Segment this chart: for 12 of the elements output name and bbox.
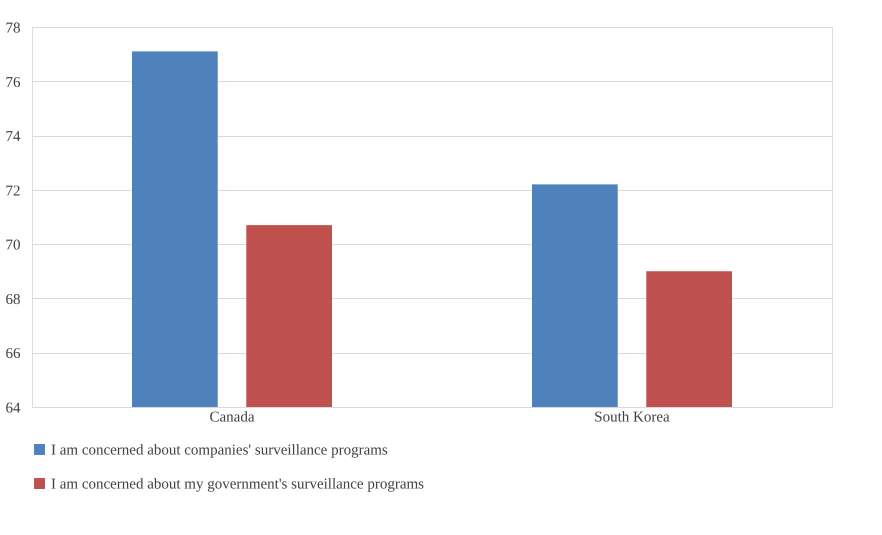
x-tick-label: Canada (210, 410, 255, 426)
y-tick-label: 76 (6, 74, 21, 91)
y-tick-label: 66 (6, 346, 21, 362)
y-tick-label: 74 (6, 129, 21, 146)
y-tick-label: 78 (6, 20, 20, 36)
legend-label: I am concerned about companies' surveillance programs (51, 442, 388, 458)
y-tick-label: 64 (6, 400, 21, 416)
y-tick-label: 70 (6, 238, 20, 254)
x-tick-label: South Korea (594, 410, 670, 426)
y-tick-label: 72 (6, 183, 20, 200)
y-tick-label: 68 (6, 292, 20, 308)
legend-label: I am concerned about my government's surveillance programs (51, 476, 424, 492)
